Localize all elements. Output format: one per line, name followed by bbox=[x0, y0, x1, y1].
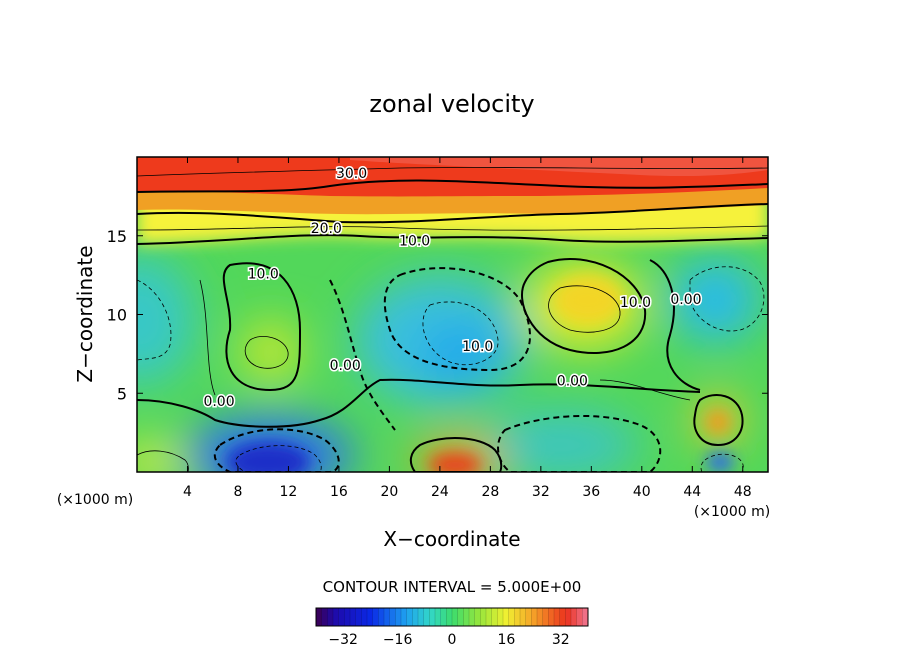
x-tick-label: 28 bbox=[481, 484, 499, 500]
x-scale-note: (×1000 m) bbox=[694, 504, 770, 520]
colorbar-swatch bbox=[520, 608, 526, 626]
y-tick-label: 15 bbox=[107, 227, 127, 246]
colorbar-swatch bbox=[508, 608, 515, 626]
colorbar-swatch bbox=[401, 608, 407, 626]
contour-label: 0.00 bbox=[557, 374, 588, 390]
colorbar-swatch bbox=[355, 608, 362, 626]
colorbar-swatch bbox=[474, 608, 481, 626]
chart-title: zonal velocity bbox=[369, 90, 534, 118]
x-tick-label: 20 bbox=[380, 484, 398, 500]
colorbar-swatch bbox=[542, 608, 549, 626]
colorbar-swatch bbox=[491, 608, 498, 626]
colorbar-swatch bbox=[338, 608, 345, 626]
colorbar-frame bbox=[315, 607, 589, 627]
colorbar-swatch bbox=[395, 608, 402, 626]
colorbar-swatch bbox=[480, 608, 487, 626]
colorbar-tick-label: 32 bbox=[552, 632, 570, 648]
colorbar-swatch bbox=[565, 608, 572, 626]
colorbar-swatch bbox=[469, 608, 475, 626]
colorbar-swatch bbox=[525, 608, 532, 626]
x-tick-label: 36 bbox=[582, 484, 600, 500]
colorbar-tick-label: 0 bbox=[448, 632, 457, 648]
colorbar-swatch bbox=[372, 608, 379, 626]
colorbar-swatch bbox=[367, 608, 373, 626]
colorbar-swatch bbox=[333, 608, 339, 626]
colorbar-swatch bbox=[554, 608, 560, 626]
contour-label: 0.00 bbox=[330, 358, 361, 374]
y-tick-label: 5 bbox=[117, 384, 127, 403]
colorbar-swatch bbox=[457, 608, 464, 626]
colorbar-swatch bbox=[559, 608, 566, 626]
y-axis: 5 10 15 bbox=[107, 227, 768, 403]
velocity-field bbox=[137, 157, 768, 472]
colorbar-swatch bbox=[418, 608, 424, 626]
x-axis: 4 8 12 16 20 24 28 32 36 40 44 48 bbox=[183, 157, 752, 500]
colorbar-swatch bbox=[446, 608, 453, 626]
colorbar-swatch bbox=[571, 608, 577, 626]
y-axis-label: Z−coordinate bbox=[73, 245, 97, 382]
x-tick-label: 24 bbox=[431, 484, 449, 500]
x-tick-label: 44 bbox=[683, 484, 701, 500]
colorbar-swatch bbox=[327, 608, 334, 626]
colorbar-swatch bbox=[350, 608, 356, 626]
colorbar-swatch bbox=[344, 608, 351, 626]
colorbar-tick-label: −32 bbox=[328, 632, 358, 648]
colorbar-swatch bbox=[412, 608, 419, 626]
colorbar-swatch bbox=[452, 608, 458, 626]
colorbar-swatch bbox=[548, 608, 555, 626]
colorbar-swatch bbox=[440, 608, 447, 626]
x-tick-label: 40 bbox=[633, 484, 651, 500]
colorbar-swatch bbox=[463, 608, 470, 626]
x-tick-label: 12 bbox=[280, 484, 298, 500]
x-axis-label: X−coordinate bbox=[383, 527, 520, 551]
contour-label: 0.00 bbox=[203, 394, 234, 410]
colorbar-swatch bbox=[486, 608, 492, 626]
colorbar-swatch bbox=[537, 608, 543, 626]
colorbar-swatch bbox=[389, 608, 396, 626]
contour-label: 10.0 bbox=[399, 233, 430, 249]
contour-label-group: 30.0 20.0 10.0 10.0 10.0 10.0 0.00 0.00 0.00 0.00 bbox=[202, 164, 703, 411]
colorbar-swatch bbox=[321, 608, 328, 626]
colorbar-swatch bbox=[503, 608, 509, 626]
contour-label: 20.0 bbox=[311, 221, 342, 237]
colorbar-swatch bbox=[435, 608, 441, 626]
contour-label: 0.00 bbox=[670, 292, 701, 308]
colorbar-swatch bbox=[514, 608, 521, 626]
colorbar-swatch bbox=[497, 608, 504, 626]
colorbar-swatch bbox=[384, 608, 390, 626]
x-tick-label: 48 bbox=[734, 484, 752, 500]
colorbar-swatch bbox=[423, 608, 430, 626]
colorbar-swatch bbox=[378, 608, 385, 626]
colorbar-tick-label: −16 bbox=[383, 632, 413, 648]
colorbar-swatch bbox=[576, 608, 583, 626]
colorbar-swatch bbox=[361, 608, 368, 626]
y-tick-label: 10 bbox=[107, 306, 127, 325]
contour-label: 30.0 bbox=[336, 166, 367, 182]
contour-lines bbox=[137, 167, 768, 472]
contour-label: 10.0 bbox=[620, 295, 651, 311]
colorbar-tick-label: 16 bbox=[497, 632, 515, 648]
colorbar-swatch bbox=[531, 608, 538, 626]
x-tick-label: 8 bbox=[233, 484, 242, 500]
contour-label: 10.0 bbox=[462, 339, 493, 355]
x-tick-label: 32 bbox=[532, 484, 550, 500]
x-tick-label: 16 bbox=[330, 484, 348, 500]
colorbar-swatch bbox=[429, 608, 436, 626]
contour-label: 10.0 bbox=[248, 267, 279, 283]
colorbar: −32 −16 0 16 32 bbox=[315, 607, 589, 648]
colorbar-swatch bbox=[582, 608, 589, 626]
colorbar-swatch bbox=[316, 608, 322, 626]
contour-interval-label: CONTOUR INTERVAL = 5.000E+00 bbox=[323, 578, 582, 596]
x-tick-label: 4 bbox=[183, 484, 192, 500]
y-scale-note: (×1000 m) bbox=[57, 492, 133, 508]
colorbar-swatch bbox=[406, 608, 413, 626]
